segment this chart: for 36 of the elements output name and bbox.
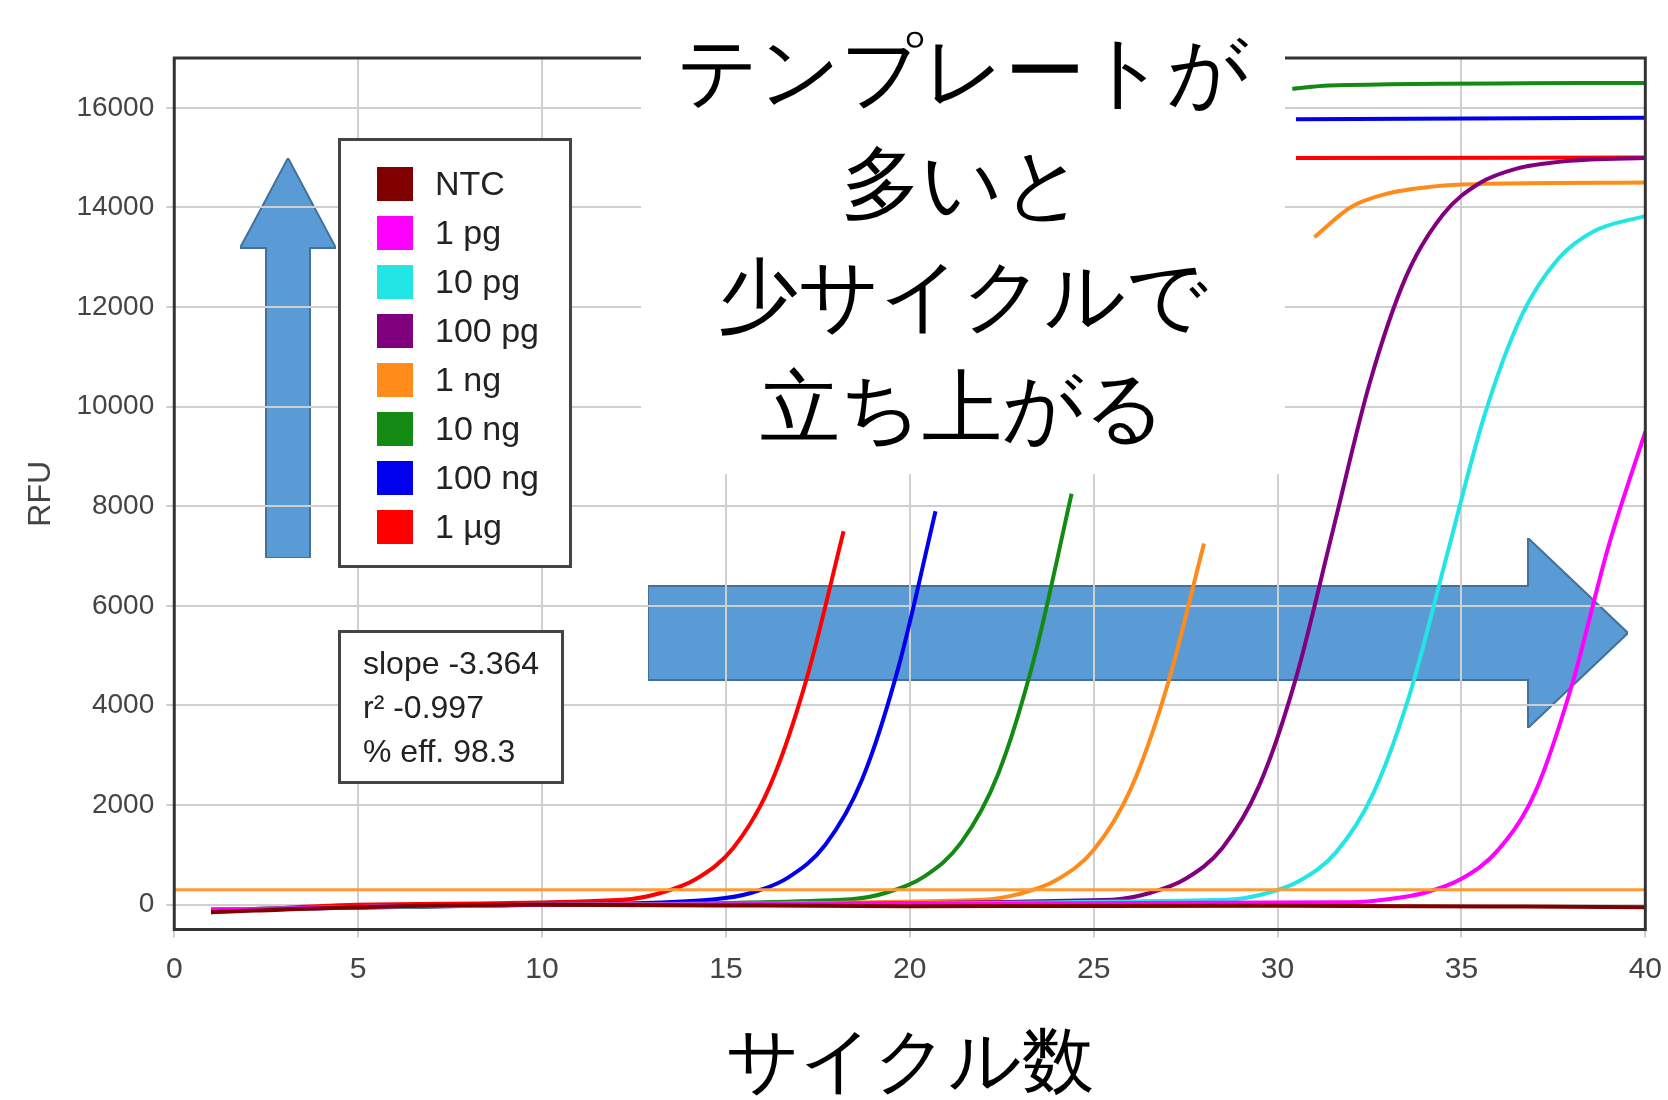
legend-label: 1 µg — [435, 507, 502, 546]
y-axis-title: RFU — [21, 460, 58, 527]
y-tick-label: 10000 — [76, 389, 155, 421]
annotation: 立ち上がる — [759, 362, 1167, 454]
x-tick-label: 0 — [165, 950, 183, 984]
annotation: r² -0.997 — [363, 688, 485, 727]
annotation: slope -3.364 — [363, 644, 540, 683]
x-tick-label: 10 — [525, 950, 559, 984]
x-tick-label: 5 — [349, 950, 367, 984]
x-tick-label: 35 — [1444, 950, 1479, 984]
x-tick-label: 15 — [709, 950, 743, 984]
legend-label: 1 ng — [435, 360, 502, 399]
legend-label: 1 pg — [435, 213, 502, 252]
legend-label: 100 ng — [435, 458, 539, 497]
legend-label: 100 pg — [435, 311, 539, 350]
line-series — [209, 902, 1646, 915]
x-tick-label: 40 — [1628, 950, 1662, 984]
legend-label: 10 pg — [435, 262, 521, 301]
x-axis-title: サイクル数 — [725, 1019, 1094, 1100]
annotation: % eff. 98.3 — [363, 732, 517, 771]
y-tick-label: 12000 — [76, 289, 155, 321]
legend-label: 10 ng — [435, 409, 521, 448]
annotation: 少サイクルで — [717, 250, 1209, 342]
x-tick-label: 20 — [893, 950, 927, 984]
y-tick-label: 8000 — [91, 488, 155, 520]
y-tick-label: 16000 — [76, 90, 155, 122]
x-tick-label: 30 — [1260, 950, 1295, 984]
x-tick-label: 25 — [1076, 950, 1111, 984]
legend-label: NTC — [435, 164, 505, 203]
annotation: テンプレートが — [676, 26, 1250, 118]
y-tick-label: 2000 — [91, 787, 155, 819]
y-tick-label: 4000 — [91, 688, 155, 720]
y-tick-label: 6000 — [91, 588, 155, 620]
y-tick-label: 14000 — [76, 190, 155, 222]
y-tick-label: 0 — [138, 887, 155, 919]
annotation: 多いと — [840, 138, 1086, 230]
